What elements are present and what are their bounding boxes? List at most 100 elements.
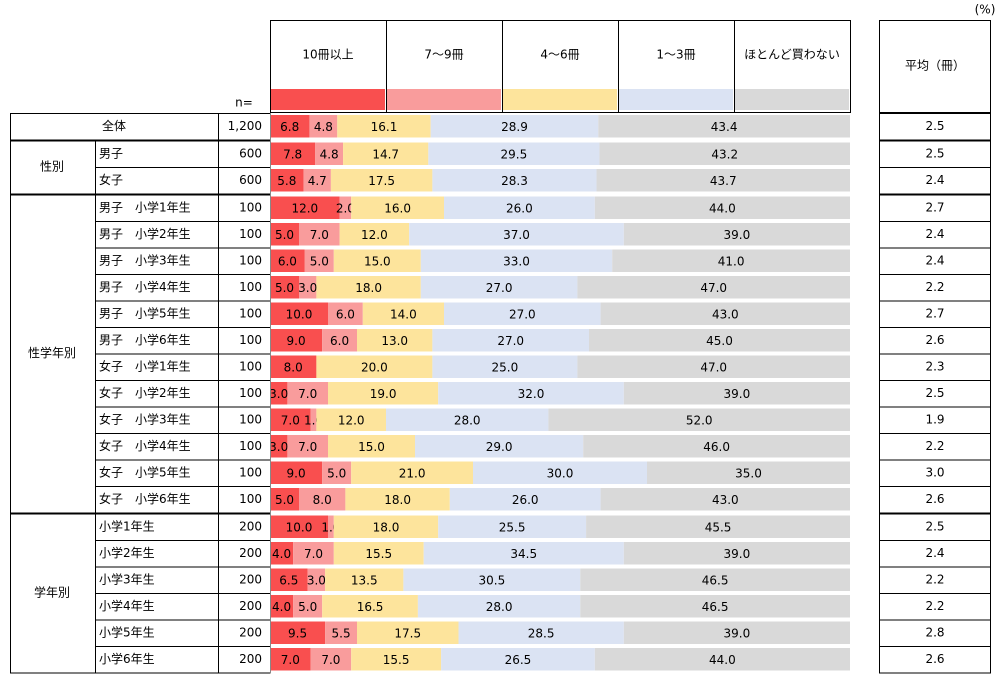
category-label: 男子 小学2年生 <box>99 226 191 241</box>
bar-segment <box>339 196 352 219</box>
bar-value-label: 14.0 <box>390 307 417 321</box>
average-value: 2.3 <box>925 359 944 373</box>
bar-value-label: 44.0 <box>709 201 736 215</box>
bar-value-label: 21.0 <box>399 466 426 480</box>
average-header-box <box>879 20 991 113</box>
group-label: 性学年別 <box>28 345 76 360</box>
bar-value-label: 18.0 <box>384 493 411 507</box>
bar-segment <box>310 408 317 431</box>
n-value: 100 <box>239 333 262 347</box>
bar-segment <box>270 435 288 458</box>
bar-segment <box>548 408 850 431</box>
bar-segment <box>357 329 433 352</box>
bar-value-label: 26.5 <box>505 653 532 667</box>
bar-segment <box>287 435 328 458</box>
bar-segment <box>270 542 294 565</box>
bar-segment <box>328 382 439 405</box>
bar-segment <box>270 595 294 618</box>
bar-segment <box>600 488 850 511</box>
bar-value-label: 9.0 <box>287 334 306 348</box>
bar-segment <box>420 249 613 272</box>
bar-segment <box>589 329 850 352</box>
average-box <box>879 486 991 514</box>
average-value: 2.5 <box>925 119 944 133</box>
category-label: 小学1年生 <box>99 518 155 533</box>
category-label: 女子 小学5年生 <box>99 464 191 479</box>
average-value: 2.4 <box>925 173 944 187</box>
bar-segment <box>409 223 624 246</box>
bar-segment <box>270 621 326 644</box>
bar-segment <box>333 249 421 272</box>
category-label: 小学3年生 <box>99 571 155 586</box>
bar-value-label: 4.8 <box>314 120 333 134</box>
n-header: n= <box>235 96 253 110</box>
bar-segment <box>594 196 850 219</box>
average-box <box>879 113 991 141</box>
average-value: 2.4 <box>925 227 944 241</box>
bar-segment <box>580 568 850 591</box>
bar-segment <box>270 488 299 511</box>
bar-segment <box>293 595 323 618</box>
n-value: 100 <box>239 280 262 294</box>
average-box <box>879 646 991 674</box>
category-label: 小学4年生 <box>99 598 155 613</box>
bar-value-label: 46.0 <box>703 440 730 454</box>
bar-value-label: 25.0 <box>492 360 519 374</box>
bar-value-label: 4.0 <box>272 547 291 561</box>
bar-value-label: 4.0 <box>272 600 291 614</box>
category-label: 男子 小学6年生 <box>99 332 191 347</box>
category-label: 小学6年生 <box>99 651 155 666</box>
bar-segment <box>432 329 589 352</box>
average-value: 2.5 <box>925 146 944 160</box>
bar-value-label: 47.0 <box>700 281 727 295</box>
group-box <box>10 194 96 514</box>
bar-value-label: 28.0 <box>486 600 513 614</box>
bar-segment <box>449 488 601 511</box>
bar-value-label: 7.0 <box>298 387 317 401</box>
bar-value-label: 6.0 <box>330 334 349 348</box>
bar-value-label: 2.0 <box>336 201 355 215</box>
bar-value-label: 6.5 <box>279 573 298 587</box>
bar-value-label: 39.0 <box>724 387 751 401</box>
bar-segment <box>623 621 850 644</box>
n-value: 200 <box>239 572 262 586</box>
bar-value-label: 17.5 <box>394 626 421 640</box>
bar-segment <box>270 249 305 272</box>
group-label: 学年別 <box>34 585 70 600</box>
bar-value-label: 43.0 <box>712 493 739 507</box>
legend-label: 10冊以上 <box>302 48 353 62</box>
bar-segment <box>444 302 601 325</box>
bar-value-label: 14.7 <box>372 147 399 161</box>
bar-segment <box>438 382 624 405</box>
bar-segment <box>325 568 404 591</box>
bar-value-label: 27.0 <box>497 334 524 348</box>
bar-value-label: 5.0 <box>298 600 317 614</box>
n-value: 100 <box>239 386 262 400</box>
category-label: 男子 小学1年生 <box>99 199 191 214</box>
bar-value-label: 7.0 <box>281 413 300 427</box>
legend-box <box>270 20 851 113</box>
bar-value-label: 33.0 <box>503 254 530 268</box>
bar-value-label: 8.0 <box>313 493 332 507</box>
bar-segment <box>580 595 850 618</box>
n-value: 100 <box>239 200 262 214</box>
bar-segment <box>309 115 338 138</box>
average-value: 2.4 <box>925 253 944 267</box>
average-value: 1.9 <box>925 412 944 426</box>
bar-segment <box>351 461 473 484</box>
category-label: 小学2年生 <box>99 545 155 560</box>
average-value: 2.5 <box>925 519 944 533</box>
bar-segment <box>458 621 624 644</box>
bar-value-label: 4.8 <box>320 147 339 161</box>
bar-segment <box>322 461 352 484</box>
average-value: 2.6 <box>925 492 944 506</box>
bar-value-label: 37.0 <box>503 228 530 242</box>
bar-value-label: 10.0 <box>286 520 313 534</box>
bar-value-label: 30.5 <box>478 573 505 587</box>
bar-segment <box>304 249 334 272</box>
bar-value-label: 28.3 <box>501 174 528 188</box>
bar-value-label: 20.0 <box>361 360 388 374</box>
category-label: 小学5年生 <box>99 624 155 639</box>
average-value: 2.7 <box>925 306 944 320</box>
bar-value-label: 30.0 <box>547 466 574 480</box>
